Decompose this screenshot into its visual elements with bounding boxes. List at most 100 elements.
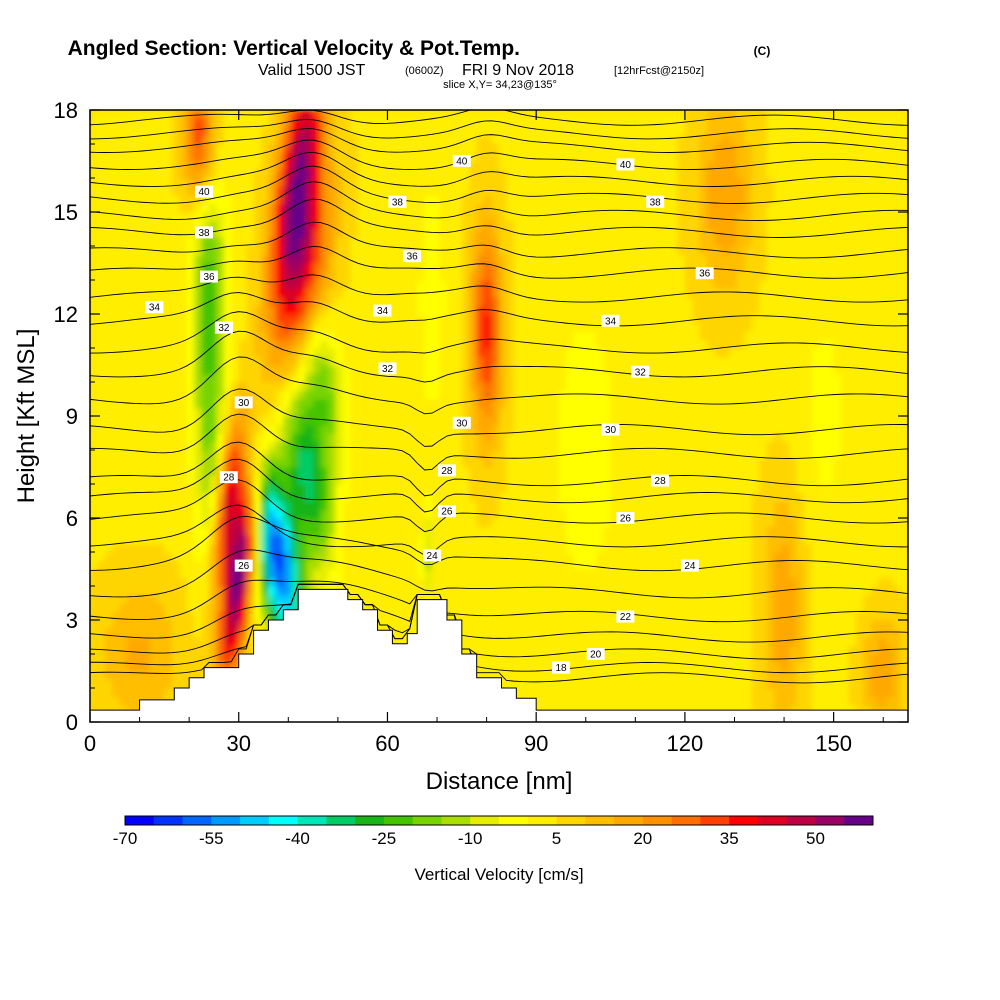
- velocity-cell: [409, 518, 418, 528]
- velocity-cell: [246, 382, 255, 392]
- velocity-cell: [461, 314, 470, 324]
- velocity-cell: [484, 169, 493, 179]
- velocity-cell: [186, 322, 195, 332]
- velocity-cell: [469, 637, 478, 647]
- velocity-cell: [580, 552, 589, 562]
- velocity-cell: [417, 161, 426, 171]
- velocity-cell: [357, 560, 366, 570]
- velocity-cell: [573, 365, 582, 375]
- velocity-cell: [156, 288, 165, 298]
- velocity-cell: [380, 399, 389, 409]
- velocity-cell: [573, 569, 582, 579]
- velocity-cell: [439, 390, 448, 400]
- velocity-cell: [402, 603, 411, 613]
- velocity-cell: [454, 203, 463, 213]
- velocity-cell: [156, 492, 165, 502]
- velocity-cell: [156, 237, 165, 247]
- velocity-cell: [506, 679, 515, 689]
- velocity-cell: [476, 178, 485, 188]
- velocity-cell: [439, 441, 448, 451]
- velocity-cell: [149, 169, 158, 179]
- velocity-cell: [588, 441, 597, 451]
- velocity-cell: [97, 169, 106, 179]
- velocity-cell: [469, 220, 478, 230]
- velocity-cell: [290, 178, 299, 188]
- velocity-cell: [543, 178, 552, 188]
- velocity-cell: [424, 271, 433, 281]
- velocity-cell: [365, 458, 374, 468]
- velocity-cell: [506, 195, 515, 205]
- velocity-cell: [283, 577, 292, 587]
- velocity-cell: [246, 263, 255, 273]
- velocity-cell: [513, 407, 522, 417]
- velocity-cell: [543, 696, 552, 706]
- velocity-cell: [127, 450, 136, 460]
- velocity-cell: [491, 424, 500, 434]
- velocity-cell: [97, 458, 106, 468]
- velocity-cell: [446, 331, 455, 341]
- velocity-cell: [342, 526, 351, 536]
- velocity-cell: [402, 152, 411, 162]
- velocity-cell: [551, 441, 560, 451]
- velocity-cell: [588, 373, 597, 383]
- velocity-cell: [491, 144, 500, 154]
- velocity-cell: [186, 407, 195, 417]
- velocity-cell: [558, 169, 567, 179]
- velocity-cell: [268, 127, 277, 137]
- velocity-cell: [357, 135, 366, 145]
- velocity-cell: [216, 212, 225, 222]
- velocity-cell: [164, 679, 173, 689]
- velocity-cell: [253, 152, 262, 162]
- velocity-cell: [499, 186, 508, 196]
- velocity-cell: [365, 348, 374, 358]
- velocity-cell: [164, 637, 173, 647]
- velocity-cell: [186, 280, 195, 290]
- velocity-cell: [201, 144, 210, 154]
- velocity-cell: [588, 577, 597, 587]
- velocity-cell: [208, 161, 218, 171]
- velocity-cell: [275, 246, 284, 256]
- velocity-cell: [112, 458, 121, 468]
- velocity-cell: [402, 220, 411, 230]
- velocity-cell: [186, 203, 195, 213]
- velocity-cell: [528, 433, 537, 443]
- velocity-cell: [573, 509, 582, 519]
- velocity-cell: [223, 212, 232, 222]
- velocity-cell: [246, 144, 255, 154]
- velocity-cell: [112, 390, 121, 400]
- velocity-cell: [90, 288, 99, 298]
- velocity-cell: [112, 110, 121, 120]
- velocity-cell: [142, 288, 151, 298]
- velocity-cell: [521, 135, 530, 145]
- velocity-cell: [424, 339, 433, 349]
- velocity-cell: [506, 212, 515, 222]
- velocity-cell: [246, 594, 255, 604]
- velocity-cell: [335, 246, 344, 256]
- velocity-cell: [350, 586, 359, 596]
- velocity-cell: [305, 331, 314, 341]
- velocity-cell: [223, 305, 232, 315]
- velocity-cell: [90, 535, 99, 545]
- velocity-cell: [499, 637, 508, 647]
- velocity-cell: [283, 467, 292, 477]
- velocity-cell: [208, 212, 218, 222]
- velocity-cell: [164, 365, 173, 375]
- velocity-cell: [573, 178, 582, 188]
- velocity-cell: [171, 246, 180, 256]
- velocity-cell: [350, 186, 359, 196]
- velocity-cell: [186, 195, 195, 205]
- velocity-cell: [142, 365, 151, 375]
- velocity-cell: [179, 288, 188, 298]
- velocity-cell: [119, 356, 128, 366]
- velocity-cell: [551, 679, 560, 689]
- velocity-cell: [216, 186, 225, 196]
- velocity-cell: [402, 186, 411, 196]
- velocity-cell: [223, 416, 232, 426]
- velocity-cell: [357, 254, 366, 264]
- velocity-cell: [476, 237, 485, 247]
- velocity-cell: [536, 696, 545, 706]
- velocity-cell: [365, 399, 374, 409]
- velocity-cell: [283, 458, 292, 468]
- velocity-cell: [506, 280, 515, 290]
- velocity-cell: [305, 535, 314, 545]
